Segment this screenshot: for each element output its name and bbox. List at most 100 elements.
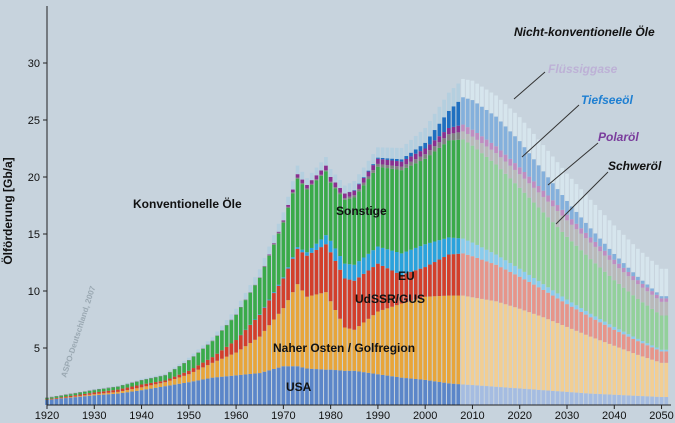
- bar-naher-osten-golfregion-2023: [532, 313, 536, 390]
- bar-usa-2038: [602, 394, 607, 405]
- bar-udssr-gus-1962: [243, 329, 248, 347]
- bar-usa-1965: [257, 373, 262, 405]
- bar-tiefsee-l-1999: [418, 146, 423, 152]
- bar-usa-2006: [451, 383, 456, 405]
- bar-usa-2032: [574, 392, 579, 405]
- bar-naher-osten-golfregion-2003: [437, 296, 442, 382]
- bar-sonstige-1954: [205, 345, 210, 360]
- bar-udssr-gus-2023: [532, 284, 536, 314]
- bar-schwer-l-2001: [428, 150, 432, 156]
- bar-tiefsee-l-2025: [541, 171, 546, 191]
- bar-usa-1961: [238, 374, 243, 405]
- bar-fl-ssiggase-2044: [631, 244, 636, 273]
- bar-udssr-gus-2039: [607, 327, 612, 344]
- bar-fl-ssiggase-1943: [153, 375, 158, 377]
- bar-udssr-gus-1977: [314, 249, 319, 295]
- bar-schwer-l-2017: [503, 161, 508, 174]
- bar-sonstige-1951: [191, 356, 196, 369]
- bar-schwer-l-1966: [262, 266, 267, 267]
- bar-fl-ssiggase-1945: [163, 373, 168, 375]
- y-tick-label-20: 20: [28, 172, 40, 184]
- bar-usa-2001: [428, 380, 432, 405]
- bar-naher-osten-golfregion-1926: [73, 396, 78, 398]
- bar-sonstige-2004: [442, 144, 446, 239]
- tick-labels: 1920 1930 1940 1950 1960 1970 1980 1990 2000 2010…: [28, 58, 674, 422]
- bar-eu-1997: [409, 249, 413, 272]
- bar-polar-l-2006: [451, 126, 456, 134]
- bar-polar-l-1993: [390, 160, 394, 166]
- bar-naher-osten-golfregion-1987: [361, 322, 366, 373]
- bar-udssr-gus-1983: [342, 278, 347, 328]
- bar-tiefsee-l-2024: [536, 165, 541, 187]
- bar-schwer-l-1921: [49, 396, 54, 398]
- bar-naher-osten-golfregion-1968: [272, 319, 276, 369]
- bar-usa-1968: [272, 368, 276, 405]
- bar-usa-1930: [92, 395, 97, 405]
- bar-fl-ssiggase-2025: [541, 145, 546, 172]
- bar-naher-osten-golfregion-2008: [461, 295, 465, 385]
- bar-usa-1956: [215, 377, 220, 405]
- bar-fl-ssiggase-1958: [224, 320, 229, 325]
- bar-eu-1978: [319, 239, 324, 248]
- bar-usa-1969: [276, 367, 281, 405]
- bar-schwer-l-2045: [636, 284, 640, 299]
- bar-usa-1977: [314, 369, 319, 405]
- bar-sonstige-1953: [201, 348, 205, 363]
- bar-sonstige-1987: [361, 185, 366, 258]
- bar-usa-1963: [248, 373, 253, 405]
- bar-fl-ssiggase-2028: [555, 162, 560, 190]
- bar-sonstige-1966: [262, 266, 267, 307]
- bar-eu-2032: [574, 305, 579, 310]
- bar-fl-ssiggase-1976: [309, 172, 314, 181]
- bar-sonstige-2008: [461, 139, 465, 239]
- bar-naher-osten-golfregion-1946: [168, 380, 172, 386]
- bar-schwer-l-2024: [536, 192, 541, 208]
- bar-fl-ssiggase-2040: [612, 225, 617, 254]
- bar-eu-2005: [446, 237, 451, 255]
- bar-eu-1992: [385, 249, 390, 269]
- bar-sonstige-1923: [59, 395, 64, 398]
- bar-fl-ssiggase-1947: [172, 367, 177, 369]
- bar-sonstige-1988: [366, 179, 371, 254]
- bar-sonstige-1943: [153, 377, 158, 383]
- bar-usa-1953: [201, 379, 205, 405]
- bar-usa-2035: [588, 393, 593, 405]
- bar-sonstige-2029: [560, 231, 565, 297]
- bar-sonstige-1996: [404, 167, 409, 252]
- bar-fl-ssiggase-2006: [451, 88, 456, 107]
- bar-usa-1997: [409, 378, 413, 405]
- bar-naher-osten-golfregion-1942: [149, 385, 153, 389]
- bar-udssr-gus-1964: [253, 319, 257, 340]
- bar-eu-2035: [588, 313, 593, 318]
- bar-polar-l-2033: [579, 228, 584, 234]
- bar-eu-2017: [503, 260, 508, 270]
- bar-polar-l-2003: [437, 136, 442, 143]
- bar-sonstige-2037: [598, 267, 602, 320]
- bar-schwer-l-1964: [253, 284, 257, 286]
- bar-naher-osten-golfregion-2042: [621, 349, 626, 396]
- x-tick-label-2050: 2050: [649, 410, 673, 422]
- bar-fl-ssiggase-2050: [659, 268, 664, 297]
- bar-sonstige-1947: [172, 369, 177, 377]
- bar-fl-ssiggase-1937: [125, 382, 130, 384]
- bar-udssr-gus-2047: [645, 345, 650, 359]
- bar-usa-2009: [465, 384, 470, 405]
- bar-usa-1935: [116, 393, 120, 405]
- bar-schwer-l-1954: [205, 344, 210, 346]
- bar-schwer-l-1995: [399, 166, 404, 171]
- bar-sonstige-1933: [106, 388, 111, 391]
- bar-usa-1974: [300, 367, 305, 405]
- bar-polar-l-2017: [503, 154, 508, 162]
- bar-eu-2019: [513, 265, 517, 275]
- bar-eu-2000: [423, 244, 428, 268]
- bar-udssr-gus-2038: [602, 324, 607, 343]
- bar-sonstige-1935: [116, 386, 120, 390]
- bar-eu-2027: [550, 290, 555, 296]
- bar-eu-1979: [324, 235, 328, 245]
- bar-udssr-gus-1932: [101, 391, 106, 394]
- bar-schwer-l-2027: [550, 206, 555, 223]
- bar-tiefsee-l-2029: [560, 195, 565, 210]
- bar-naher-osten-golfregion-1930: [92, 394, 97, 396]
- bar-sonstige-1977: [314, 180, 319, 244]
- bar-udssr-gus-2042: [621, 334, 626, 350]
